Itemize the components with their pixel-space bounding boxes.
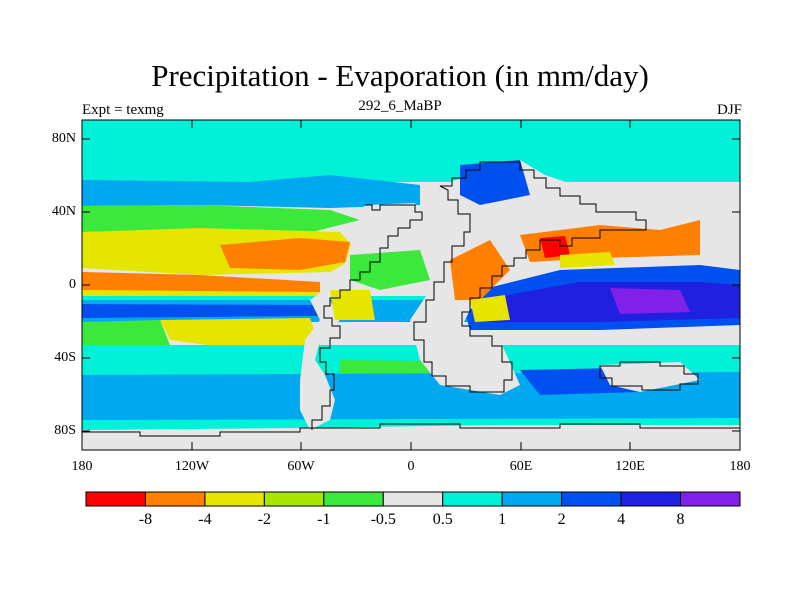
region-subtrop-n-orange — [220, 238, 350, 270]
region-itcz-dark — [82, 304, 320, 318]
region-north-cyan — [82, 120, 740, 182]
region-subtrop-s-green — [82, 320, 170, 345]
x-tick-label: 0 — [407, 459, 415, 474]
precip-field — [82, 120, 740, 450]
land-antarctica — [82, 425, 740, 450]
colorbar-label: -4 — [198, 511, 212, 528]
colorbar-swatch — [680, 491, 741, 507]
coastline-australia — [599, 361, 699, 391]
colorbar-swatch — [561, 491, 622, 507]
colorbar-swatch — [204, 491, 265, 507]
asia-dry-red — [540, 236, 570, 258]
colorbar — [85, 491, 741, 507]
colorbar-label: 8 — [676, 511, 685, 528]
asia-yellow — [560, 252, 615, 268]
n-america-blue — [460, 160, 530, 205]
colorbar-label: 0.5 — [432, 511, 453, 528]
colorbar-label: -0.5 — [370, 511, 396, 528]
region-north-pacific-green — [82, 205, 360, 235]
colorbar-swatch — [144, 491, 206, 507]
y-ticks — [82, 138, 740, 432]
region-south-cyan — [82, 345, 740, 375]
x-ticks — [81, 120, 631, 450]
y-tick-label: 40S — [54, 350, 76, 365]
season-label: DJF — [716, 102, 742, 118]
africa-dry-yellow — [470, 295, 510, 322]
y-tick-label: 40N — [51, 204, 76, 219]
colorbar-label: 1 — [498, 511, 507, 528]
colorbar-swatch — [501, 491, 563, 507]
x-tick-label: 60E — [509, 459, 533, 474]
x-tick-label: 180 — [71, 459, 93, 474]
colorbar-swatch — [323, 491, 384, 507]
y-tick-label: 0 — [69, 277, 76, 292]
x-tick-label: 120W — [174, 459, 210, 474]
colorbar-swatch — [85, 491, 146, 507]
americas-yellow — [330, 290, 375, 320]
colorbar-label: 2 — [557, 511, 566, 528]
region-subtrop-s-yellow — [160, 318, 320, 348]
x-tick-label: 60W — [287, 459, 315, 474]
y-tick-label: 80N — [51, 131, 76, 146]
americas-green — [350, 250, 430, 290]
region-n-atlantic-blue — [82, 175, 420, 208]
africa-dry-orange — [450, 240, 510, 300]
x-tick-label: 120E — [615, 459, 645, 474]
colorbar-label: -2 — [257, 511, 272, 528]
x-tick-label: 180 — [729, 459, 751, 474]
colorbar-swatch — [620, 491, 682, 507]
colorbar-label: -8 — [138, 511, 153, 528]
experiment-label: Expt = texmg — [82, 102, 164, 118]
colorbar-label: 4 — [617, 511, 626, 528]
coastline-eurasia — [413, 161, 647, 393]
y-tick-label: 80S — [54, 423, 76, 438]
land-australia — [600, 362, 700, 392]
age-label: 292_6_MaBP — [358, 98, 442, 114]
colorbar-swatch — [442, 491, 503, 507]
region-eq-orange — [82, 272, 320, 292]
colorbar-label: -1 — [317, 511, 331, 528]
map-title: Precipitation - Evaporation (in mm/day) — [151, 58, 649, 93]
colorbar-swatch — [263, 491, 325, 507]
colorbar-swatch — [382, 491, 444, 507]
coastline-antarctica — [82, 423, 740, 437]
region-indopacific-purple — [610, 288, 690, 314]
coastline — [311, 204, 423, 430]
